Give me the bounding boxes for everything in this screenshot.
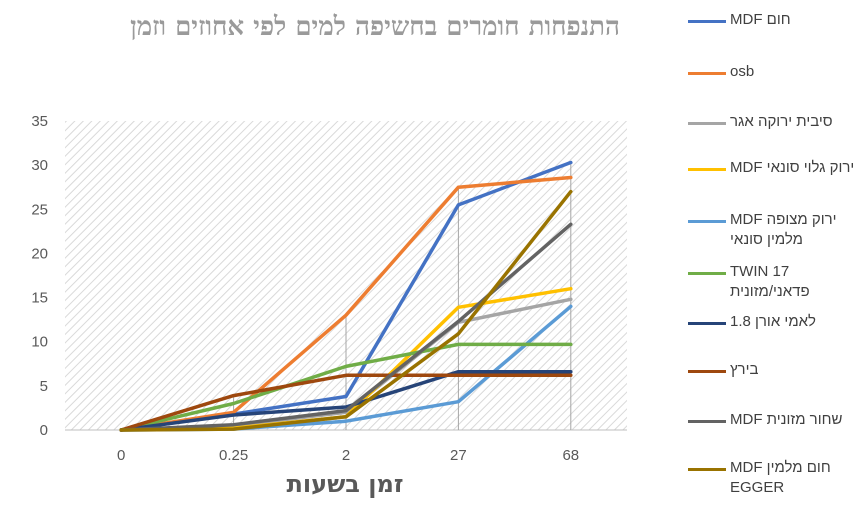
legend-label: MDF ירוק מצופה מלמין סונאי (730, 211, 837, 248)
legend-swatch (688, 220, 726, 223)
chart-title: התנפחות חומרים בחשיפה למים לפי אחוזים וז… (130, 12, 620, 42)
legend-swatch (688, 420, 726, 423)
legend-swatch (688, 370, 726, 373)
legend-swatch (688, 122, 726, 125)
y-tick-label: 15 (31, 290, 48, 307)
x-tick-label: 0 (117, 447, 125, 464)
legend-swatch (688, 272, 726, 275)
legend-label: TWIN 17 פדאני/מזונית (730, 263, 810, 300)
legend-swatch (688, 20, 726, 23)
y-tick-label: 20 (31, 245, 48, 262)
y-tick-label: 30 (31, 157, 48, 174)
x-tick-label: 27 (450, 447, 467, 464)
y-tick-label: 10 (31, 334, 48, 351)
legend-label: סיבית ירוקה אגר (730, 113, 833, 130)
legend-label: לאמי אורן 1.8 (730, 313, 816, 330)
y-tick-label: 5 (40, 378, 48, 395)
series-line-8 (119, 373, 573, 432)
legend-label: MDF שחור מזונית (730, 411, 843, 428)
series-line-10 (119, 189, 573, 432)
series-line-7 (119, 369, 573, 432)
x-tick-label: 68 (562, 447, 579, 464)
legend-swatch (688, 322, 726, 325)
legend-swatch (688, 468, 726, 471)
legend-swatch (688, 72, 726, 75)
y-tick-label: 35 (31, 113, 48, 130)
y-tick-label: 0 (40, 422, 48, 439)
x-tick-label: 0.25 (219, 447, 248, 464)
x-axis-title: זמן בשעות (286, 470, 404, 498)
legend-label: osb (730, 63, 755, 80)
x-tick-label: 2 (342, 447, 350, 464)
series-line-2 (119, 175, 573, 432)
legend-label: בירץ (730, 361, 759, 378)
series-line-6 (119, 342, 573, 432)
legend-label: MDF חום מלמין EGGER (730, 459, 831, 496)
legend-label: MDF ירוק גלוי סונאי (730, 159, 855, 176)
legend-swatch (688, 168, 726, 171)
y-tick-label: 25 (31, 201, 48, 218)
legend-label: MDF חום (730, 11, 791, 28)
